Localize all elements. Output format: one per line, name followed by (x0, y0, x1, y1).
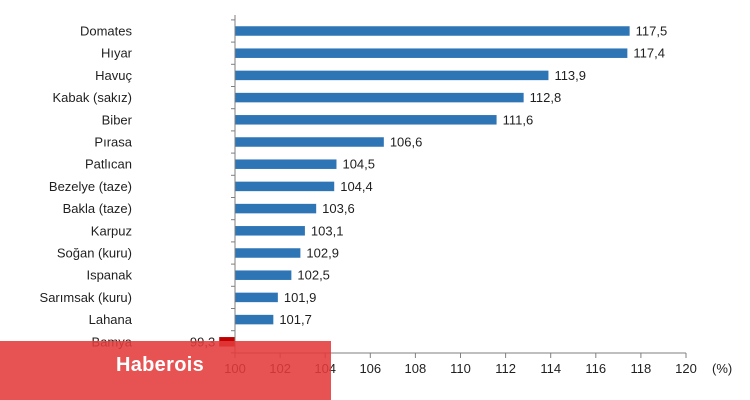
value-label: 112,8 (530, 90, 562, 105)
x-tick-label: 110 (450, 361, 471, 376)
bar (235, 92, 524, 103)
value-label: 103,6 (322, 201, 355, 216)
x-tick-label: 118 (631, 361, 652, 376)
value-label: 117,4 (633, 46, 665, 61)
value-label: 104,4 (340, 179, 373, 194)
category-label: Bezelye (taze) (49, 179, 132, 194)
value-label: 117,5 (636, 24, 668, 39)
category-label: Hıyar (101, 46, 133, 61)
category-label: Ispanak (86, 268, 132, 283)
category-label: Pırasa (94, 135, 132, 150)
bar (235, 203, 317, 214)
bar (235, 248, 301, 258)
category-label: Lahana (89, 312, 133, 327)
category-label: Soğan (kuru) (57, 246, 132, 261)
bar (235, 70, 549, 81)
value-label: 103,1 (311, 223, 344, 238)
x-tick-label: 106 (359, 361, 381, 376)
bar (235, 137, 384, 147)
bar (235, 115, 497, 125)
value-label: 111,6 (503, 112, 534, 127)
category-label: Karpuz (91, 223, 132, 238)
bar (235, 26, 630, 36)
watermark-text: Haberois (116, 354, 204, 376)
category-label: Havuç (95, 68, 132, 83)
x-tick-label: 114 (540, 361, 561, 376)
value-label: 102,9 (306, 246, 339, 261)
value-label: 101,9 (284, 290, 317, 305)
x-tick-label: 120 (675, 361, 697, 376)
x-axis-unit-label: (%) (712, 361, 732, 376)
bar (235, 270, 292, 280)
value-labels-group: 117,5 117,4 113,9 112,8 111,6 106,6 104,5 104,4… (190, 24, 667, 350)
value-label: 102,5 (297, 268, 330, 283)
category-label: Sarımsak (kuru) (40, 290, 132, 305)
bars-group (219, 26, 630, 347)
watermark-logo: Haberois (0, 341, 331, 400)
category-label: Domates (80, 24, 133, 39)
bar (235, 314, 274, 325)
category-label: Kabak (sakız) (53, 90, 132, 105)
value-label: 113,9 (554, 68, 586, 83)
value-label: 106,6 (390, 135, 423, 150)
bar (235, 48, 628, 58)
category-label: Biber (102, 112, 133, 127)
x-tick-label: 108 (405, 361, 427, 376)
bar (235, 181, 335, 192)
category-label: Bakla (taze) (63, 201, 132, 216)
bar (235, 226, 305, 236)
bar (235, 159, 337, 169)
value-label: 101,7 (279, 312, 312, 327)
x-tick-label: 116 (585, 361, 606, 376)
value-label: 104,5 (342, 157, 375, 172)
bar (235, 292, 278, 303)
category-labels-group: Domates Hıyar Havuç Kabak (sakız) Biber Pıras… (40, 24, 133, 350)
x-tick-label: 112 (495, 361, 516, 376)
category-label: Patlıcan (85, 157, 132, 172)
